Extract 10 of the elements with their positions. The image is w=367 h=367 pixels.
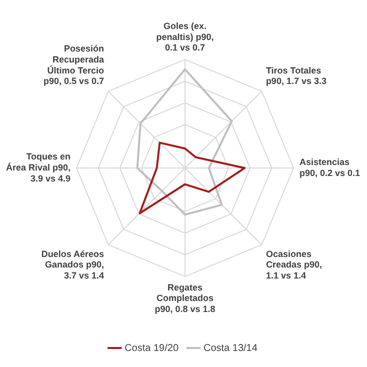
spoke-label: Regates Completados p90, 0.8 vs 1.8 — [154, 282, 216, 314]
spoke-label: Toques en Área Rival p90, 3.9 vs 4.9 — [6, 152, 71, 184]
spoke-label: Goles (ex. penaltis) p90, 0.1 vs 0.7 — [156, 21, 214, 53]
spoke-label: Asistencias p90, 0.2 vs 0.1 — [299, 157, 360, 178]
spoke-label: Tiros Totales p90, 1.7 vs 3.3 — [266, 65, 326, 86]
spoke-label: Ocasiones Creadas p90, 1.1 vs 1.4 — [266, 248, 322, 280]
legend-label: Costa 19/20 — [124, 342, 179, 354]
spoke-label: Duelos Aéreos Ganados p90, 3.7 vs 1.4 — [41, 248, 104, 280]
spoke-label: Posesión Recuperada Último Tercio p90, 0.5 vs 0.7 — [44, 44, 106, 86]
legend-label: Costa 13/14 — [204, 342, 258, 354]
